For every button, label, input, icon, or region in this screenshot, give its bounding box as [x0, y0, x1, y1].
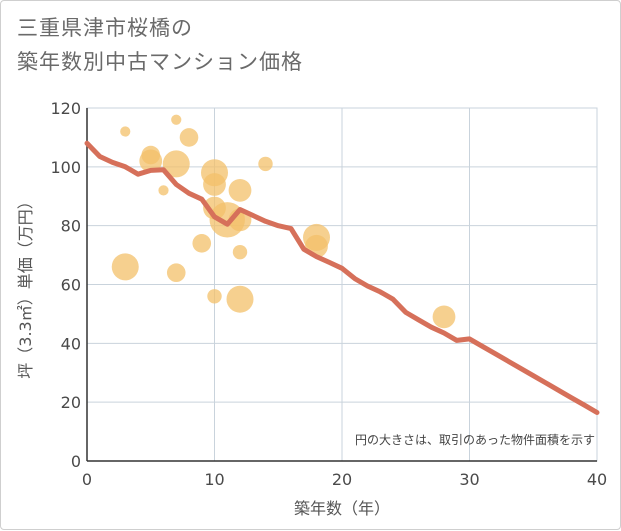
legend-note: 円の大きさは、取引のあった物件面積を示す [355, 432, 595, 447]
x-axis-label: 築年数（年） [294, 499, 390, 518]
trend-line [84, 140, 600, 415]
x-tick-labels: 0 10 20 30 40 [82, 470, 607, 489]
x-tick-label: 20 [332, 470, 352, 489]
scatter-point [192, 234, 212, 253]
scatter-point [232, 244, 248, 260]
x-tick-label: 10 [204, 470, 224, 489]
scatter-point [226, 285, 254, 313]
scatter-point [166, 263, 186, 283]
chart-title: 三重県津市桜橋の 築年数別中古マンション価格 [17, 11, 303, 79]
scatter-point [179, 128, 199, 147]
x-tick-label: 0 [82, 470, 92, 489]
x-tick-label: 30 [459, 470, 479, 489]
scatter-point [432, 305, 456, 329]
y-axis-label: 坪（3.3㎡）単価（万円） [16, 193, 35, 378]
y-tick-labels: 0 20 40 60 80 100 120 [50, 99, 81, 471]
scatter-point [207, 289, 222, 304]
chart-title-line2: 築年数別中古マンション価格 [17, 50, 303, 74]
scatter-point [158, 185, 169, 196]
trend-line-group [84, 140, 600, 415]
scatter-point [203, 173, 226, 196]
scatter-point [162, 150, 190, 178]
y-tick-label: 0 [71, 452, 81, 471]
y-tick-label: 40 [61, 334, 81, 353]
y-tick-label: 20 [61, 393, 81, 412]
scatter-point [139, 149, 163, 173]
scatter-point [258, 156, 273, 172]
scatter-point [171, 114, 182, 125]
y-tick-label: 120 [50, 99, 81, 118]
scatter-point [228, 178, 252, 202]
scatter-point [120, 126, 131, 137]
scatter-point [111, 253, 139, 281]
y-tick-label: 80 [61, 217, 81, 236]
x-tick-label: 40 [587, 470, 607, 489]
y-tick-label: 60 [61, 276, 81, 295]
scatter-points [111, 114, 456, 329]
y-tick-label: 100 [50, 158, 81, 177]
chart-title-line1: 三重県津市桜橋の [17, 16, 193, 40]
